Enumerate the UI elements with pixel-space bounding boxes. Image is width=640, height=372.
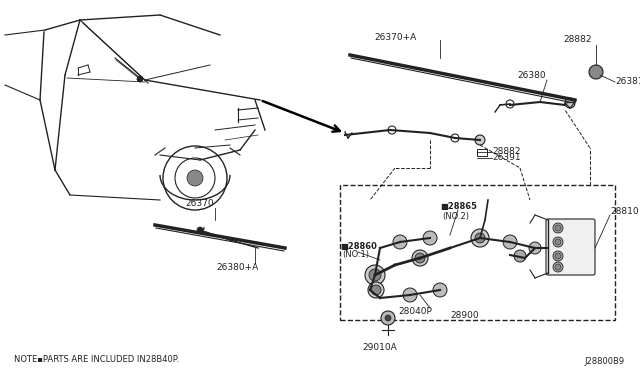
Circle shape (555, 253, 561, 259)
Circle shape (368, 282, 384, 298)
Circle shape (412, 250, 428, 266)
Circle shape (385, 315, 391, 321)
Circle shape (197, 227, 203, 233)
Circle shape (369, 269, 381, 281)
Text: 26370+A: 26370+A (374, 32, 416, 42)
Circle shape (553, 262, 563, 272)
Circle shape (553, 251, 563, 261)
Circle shape (423, 231, 437, 245)
Text: 26380+A: 26380+A (216, 263, 258, 272)
Circle shape (553, 237, 563, 247)
Circle shape (475, 233, 485, 243)
Circle shape (475, 135, 485, 145)
Circle shape (529, 242, 541, 254)
Text: 26381: 26381 (615, 77, 640, 87)
Circle shape (137, 76, 143, 82)
Text: 28810: 28810 (610, 208, 639, 217)
Circle shape (415, 253, 425, 263)
Circle shape (555, 225, 561, 231)
Text: 26370: 26370 (186, 199, 214, 208)
Circle shape (371, 285, 381, 295)
Circle shape (565, 98, 575, 108)
Text: ■28860: ■28860 (340, 241, 377, 250)
Text: 28882: 28882 (492, 148, 520, 157)
Text: J28800B9: J28800B9 (585, 357, 625, 366)
Text: (NO.2): (NO.2) (442, 212, 469, 221)
Circle shape (403, 288, 417, 302)
Bar (340, 185, 615, 320)
Text: 28882: 28882 (564, 35, 592, 45)
Circle shape (503, 235, 517, 249)
Circle shape (187, 170, 203, 186)
Text: 28040P: 28040P (398, 308, 432, 317)
Circle shape (393, 235, 407, 249)
Circle shape (555, 239, 561, 245)
Text: 26391: 26391 (492, 154, 520, 163)
Circle shape (381, 311, 395, 325)
Circle shape (365, 265, 385, 285)
Circle shape (433, 283, 447, 297)
Bar (477, 149, 487, 156)
Text: 26380: 26380 (518, 71, 547, 80)
Text: (NO.1): (NO.1) (342, 250, 369, 260)
Text: 29010A: 29010A (363, 343, 397, 352)
Text: NOTE▪PARTS ARE INCLUDED IN28B40P.: NOTE▪PARTS ARE INCLUDED IN28B40P. (14, 356, 179, 365)
Text: ■28865: ■28865 (440, 202, 477, 212)
Circle shape (555, 264, 561, 270)
Text: 28900: 28900 (451, 311, 479, 320)
FancyBboxPatch shape (546, 219, 595, 275)
Circle shape (589, 65, 603, 79)
Circle shape (471, 229, 489, 247)
Circle shape (553, 223, 563, 233)
Circle shape (514, 250, 526, 262)
